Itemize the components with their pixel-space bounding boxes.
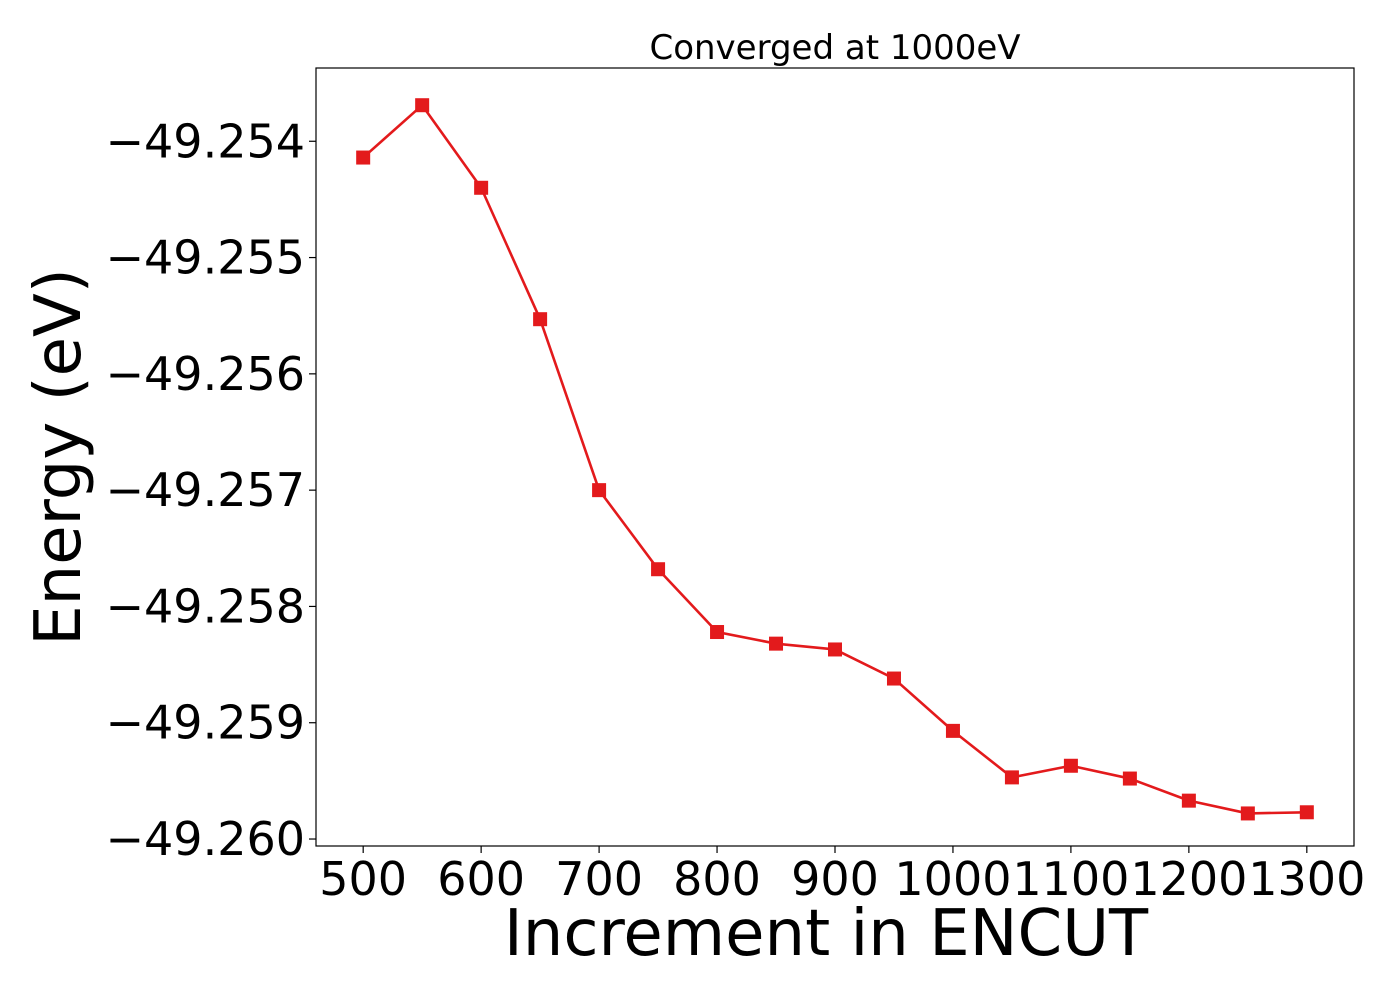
chart-title: Converged at 1000eV <box>649 28 1020 68</box>
plot-area <box>316 68 1354 846</box>
data-point-marker <box>356 151 370 165</box>
y-tick-label: −49.260 <box>106 812 306 866</box>
data-point-marker <box>651 562 665 576</box>
y-tick-label: −49.257 <box>106 463 306 517</box>
y-axis: −49.254 −49.255 −49.256 −49.257 −49.258 −49.2… <box>106 114 317 866</box>
data-point-marker <box>710 625 724 639</box>
data-point-marker <box>1300 805 1314 819</box>
data-point-marker <box>1005 770 1019 784</box>
data-point-marker <box>769 637 783 651</box>
data-point-marker <box>1241 806 1255 820</box>
data-point-marker <box>1064 759 1078 773</box>
y-tick-label: −49.255 <box>106 231 306 285</box>
series-line <box>363 105 1307 813</box>
y-axis-label: Energy (eV) <box>22 268 96 646</box>
y-tick-label: −49.254 <box>106 114 306 168</box>
data-point-marker <box>415 98 429 112</box>
x-tick-label: 1300 <box>1248 852 1365 906</box>
data-point-marker <box>828 642 842 656</box>
y-tick-label: −49.256 <box>106 347 306 401</box>
data-point-marker <box>887 672 901 686</box>
data-point-marker <box>946 724 960 738</box>
data-point-marker <box>533 312 547 326</box>
series-layer <box>356 98 1314 820</box>
data-point-marker <box>592 483 606 497</box>
x-tick-label: 500 <box>319 852 407 906</box>
y-tick-label: −49.259 <box>106 696 306 750</box>
data-point-marker <box>474 181 488 195</box>
x-axis-label: Increment in ENCUT <box>504 897 1149 971</box>
data-point-marker <box>1123 772 1137 786</box>
y-tick-label: −49.258 <box>106 579 306 633</box>
data-point-marker <box>1182 794 1196 808</box>
